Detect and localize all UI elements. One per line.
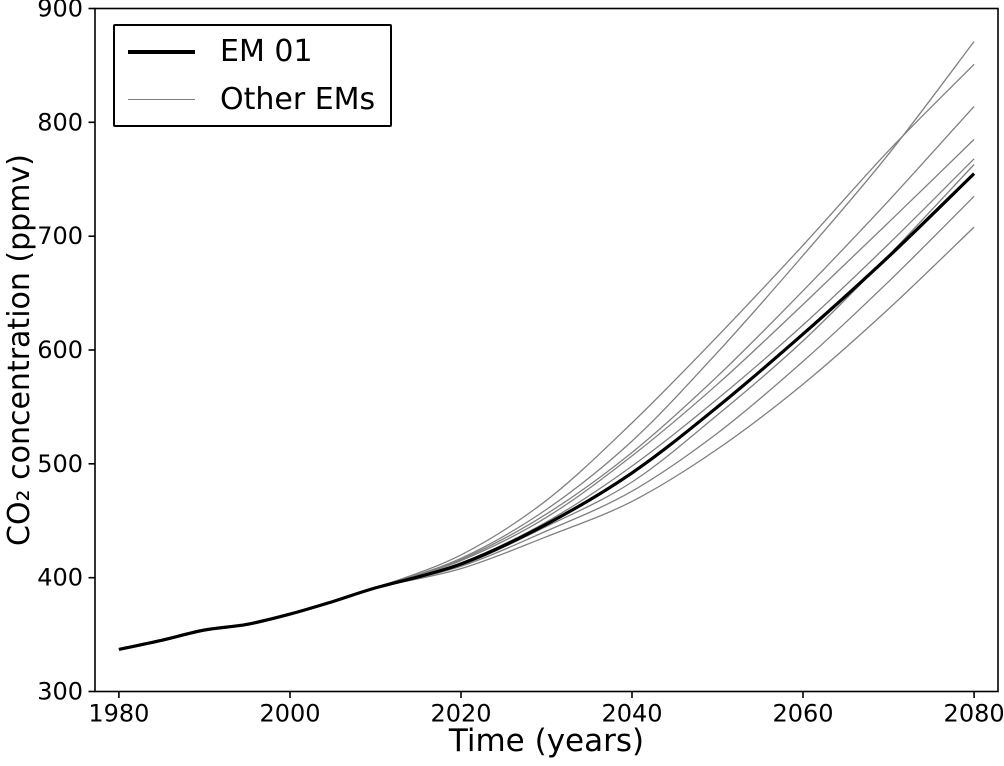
legend-item-other-ems: Other EMs [128, 79, 390, 121]
x-tick-label: 2040 [601, 700, 662, 728]
y-tick-label: 800 [37, 108, 83, 136]
other-ems-line-sample [128, 99, 195, 100]
legend-label-em01: EM 01 [220, 33, 313, 69]
series-line-em01 [118, 172, 976, 651]
legend-box: EM 01 Other EMs [113, 24, 392, 127]
legend-label-other-ems: Other EMs [220, 81, 376, 117]
y-tick-label: 700 [37, 222, 83, 250]
series-line-em05 [118, 138, 975, 651]
x-tick-label: 2000 [259, 700, 320, 728]
y-tick-label: 600 [37, 336, 83, 364]
series-line-em06 [118, 158, 975, 651]
y-tick-label: 500 [37, 450, 83, 478]
series-line-em02 [118, 63, 975, 651]
x-tick-label: 2060 [772, 700, 833, 728]
series-line-em09 [118, 226, 975, 651]
series-line-em04 [118, 105, 975, 651]
y-axis-label: CO₂ concentration (ppmv) [2, 154, 37, 546]
x-tick-label: 2020 [430, 700, 491, 728]
y-tick-label: 300 [37, 678, 83, 706]
y-tick-label: 900 [37, 0, 83, 23]
x-tick-label: 2080 [944, 700, 1004, 728]
legend-item-em01: EM 01 [128, 31, 390, 73]
y-tick-label: 400 [37, 564, 83, 592]
series-line-em03 [118, 41, 975, 651]
series-line-em07 [118, 164, 975, 651]
em01-line-sample [128, 49, 195, 54]
x-axis-label: Time (years) [448, 723, 645, 759]
x-tick-label: 1980 [88, 700, 149, 728]
